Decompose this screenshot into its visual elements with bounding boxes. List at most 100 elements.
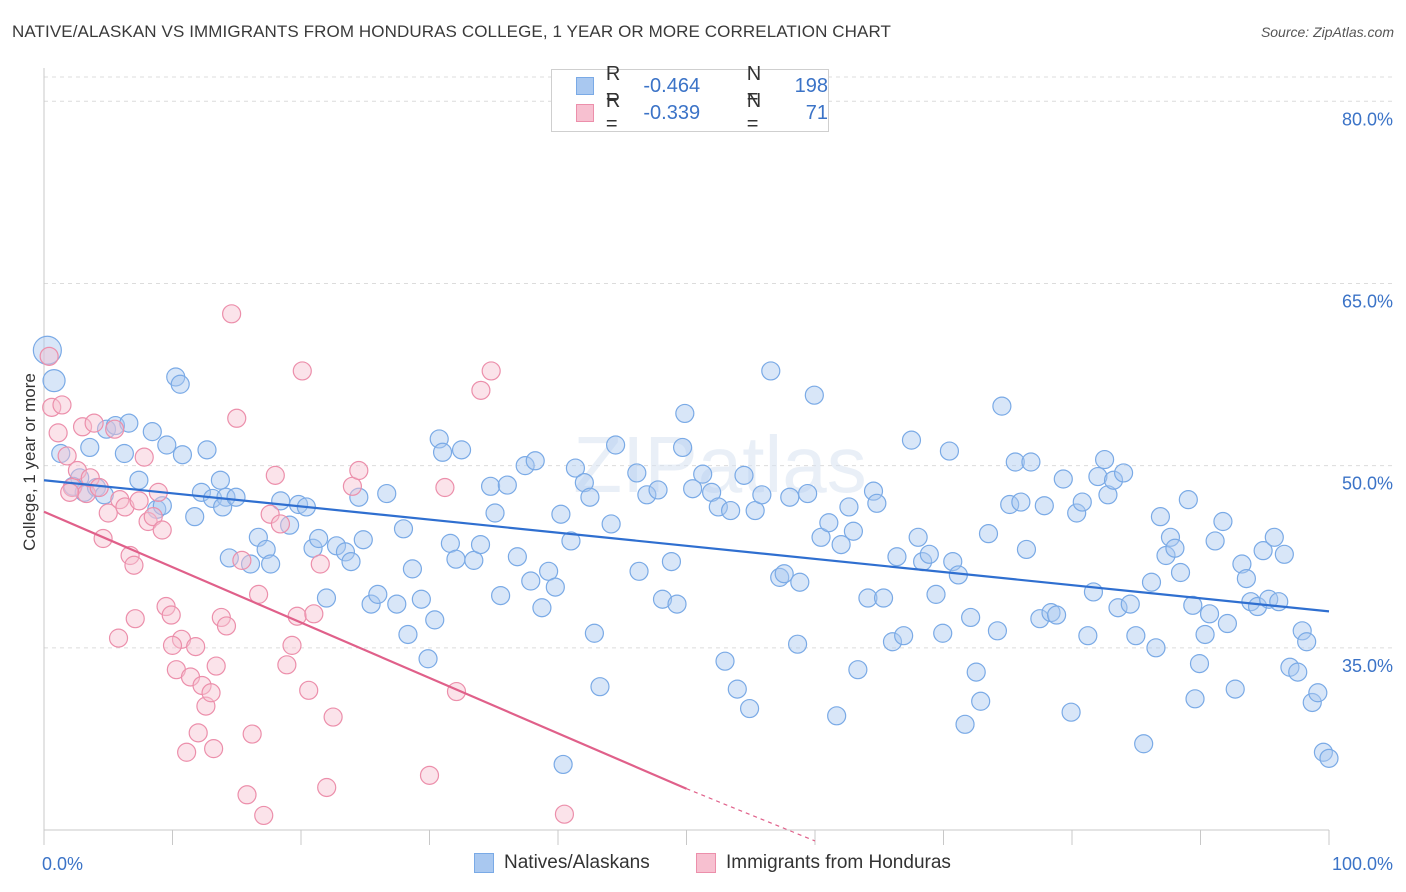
- point-natives: [1120, 594, 1140, 614]
- point-natives: [157, 435, 177, 455]
- point-natives: [908, 527, 928, 547]
- point-natives: [1247, 596, 1268, 617]
- point-honduras: [317, 777, 337, 798]
- point-natives: [316, 588, 337, 608]
- point-natives: [545, 577, 565, 597]
- point-natives: [774, 564, 794, 584]
- point-natives: [432, 442, 453, 462]
- point-natives: [727, 679, 747, 699]
- point-natives: [637, 485, 657, 505]
- point-natives: [119, 413, 139, 433]
- axis-labels: 80.0% 65.0% 50.0% 35.0% 0.0% 100.0%: [42, 109, 1393, 874]
- point-natives: [827, 706, 847, 726]
- x-tick-label-left: 0.0%: [42, 854, 83, 874]
- point-natives: [987, 621, 1008, 641]
- point-natives: [955, 714, 975, 734]
- point-natives: [839, 497, 859, 517]
- point-honduras: [310, 554, 330, 574]
- point-natives: [926, 584, 946, 604]
- legend-r-label: R =: [605, 63, 621, 108]
- point-natives: [1146, 638, 1166, 658]
- point-honduras: [152, 520, 172, 540]
- point-honduras: [52, 395, 72, 415]
- point-honduras: [124, 555, 144, 575]
- point-natives: [606, 435, 626, 455]
- point-natives: [894, 626, 914, 646]
- bottom-legend-label-natives: Natives/Alaskans: [504, 852, 650, 873]
- point-honduras: [129, 491, 149, 511]
- legend-r-value: -0.339: [643, 101, 701, 124]
- point-honduras: [204, 739, 224, 759]
- point-natives: [335, 542, 356, 562]
- point-honduras: [419, 765, 440, 785]
- point-natives: [661, 551, 682, 572]
- point-natives: [867, 493, 887, 513]
- point-natives: [1264, 527, 1284, 547]
- point-natives: [672, 437, 693, 458]
- point-honduras: [84, 413, 104, 433]
- point-natives: [761, 361, 781, 381]
- legend-r-value: -0.464: [643, 74, 701, 97]
- point-honduras: [232, 550, 252, 570]
- legend-row-honduras: R = -0.339 N = 71: [576, 90, 828, 135]
- legend-n-value: 198: [794, 74, 828, 97]
- point-natives: [411, 589, 431, 609]
- point-natives: [515, 456, 535, 476]
- point-natives: [971, 691, 991, 711]
- point-natives: [480, 476, 501, 496]
- point-natives: [1000, 494, 1020, 515]
- point-natives: [387, 594, 407, 614]
- point-natives: [377, 483, 397, 504]
- point-natives: [248, 527, 268, 547]
- point-natives: [1165, 538, 1185, 558]
- y-tick-label: 65.0%: [1342, 291, 1393, 311]
- point-honduras: [435, 477, 455, 498]
- point-honduras: [222, 304, 242, 324]
- stats-legend: R = -0.464 N = 198 R = -0.339 N = 71: [551, 63, 829, 135]
- point-natives: [507, 547, 527, 567]
- point-honduras: [72, 417, 93, 437]
- point-natives: [1319, 748, 1339, 768]
- point-natives: [1016, 539, 1037, 560]
- legend-n-label: N =: [746, 63, 762, 108]
- point-natives: [648, 480, 668, 500]
- point-natives: [1078, 626, 1098, 646]
- point-honduras: [323, 707, 343, 727]
- point-honduras: [481, 361, 501, 381]
- point-natives: [398, 624, 418, 645]
- point-honduras: [554, 804, 575, 824]
- point-natives: [580, 487, 600, 507]
- point-honduras: [143, 507, 163, 527]
- point-natives: [1134, 734, 1154, 754]
- legend-n-label: N =: [746, 90, 762, 135]
- point-honduras: [177, 742, 197, 762]
- point-natives: [1205, 531, 1225, 551]
- point-natives: [819, 513, 839, 533]
- point-honduras: [125, 609, 145, 629]
- point-natives: [939, 441, 960, 461]
- point-natives: [1067, 503, 1087, 523]
- point-natives: [425, 610, 445, 630]
- point-natives: [848, 660, 868, 680]
- point-natives: [1150, 507, 1171, 527]
- point-natives: [1199, 604, 1220, 624]
- point-natives: [843, 521, 864, 541]
- point-natives: [739, 698, 760, 719]
- point-natives: [226, 487, 246, 507]
- legend-swatch-natives: [576, 77, 594, 95]
- point-natives: [1021, 452, 1041, 472]
- point-natives: [1170, 562, 1191, 583]
- point-natives: [451, 440, 472, 460]
- point-honduras: [186, 637, 206, 657]
- point-natives: [470, 534, 491, 555]
- point-natives: [261, 554, 281, 574]
- point-honduras: [201, 683, 221, 703]
- axes: [43, 68, 1330, 845]
- point-natives: [734, 465, 754, 485]
- bottom-legend-natives: Natives/Alaskans: [474, 852, 650, 874]
- point-natives: [1189, 654, 1210, 674]
- point-natives: [197, 440, 217, 460]
- point-natives: [1088, 466, 1108, 487]
- point-natives: [185, 507, 205, 527]
- point-natives: [752, 485, 772, 505]
